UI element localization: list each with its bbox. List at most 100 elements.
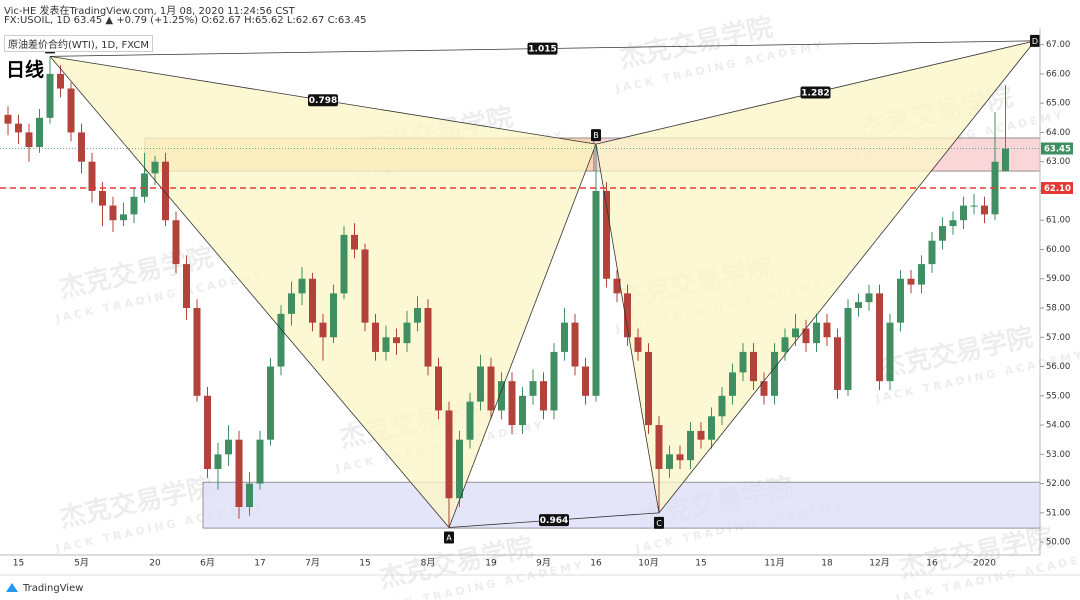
candle-body: [571, 322, 579, 367]
price-tag-label: 62.10: [1044, 184, 1071, 194]
candle-body: [645, 351, 652, 426]
candle-body: [424, 308, 432, 367]
candle-body: [949, 220, 957, 227]
price-tag: [1041, 142, 1073, 155]
y-tick-label: 60.00: [1046, 245, 1070, 255]
ratio-box: [308, 94, 338, 107]
candle-body: [340, 234, 348, 294]
y-tick-label: 64.00: [1046, 128, 1070, 138]
candle-body: [183, 264, 190, 309]
candle-body: [760, 381, 768, 396]
ratio-box: [800, 86, 831, 99]
candle-body: [781, 337, 789, 352]
candle-body: [582, 366, 589, 396]
candle-body: [561, 322, 568, 352]
x-tick-label: 16: [926, 559, 938, 569]
candle-body: [750, 351, 757, 382]
candle-body: [456, 439, 463, 499]
y-tick-label: 53.00: [1046, 450, 1070, 460]
candle-body: [414, 308, 421, 323]
candle-body: [529, 381, 537, 396]
candle-body: [592, 190, 600, 396]
candle-body: [603, 190, 610, 279]
candle-body: [256, 439, 264, 484]
candle-body: [78, 132, 85, 162]
candle-body: [708, 416, 715, 440]
ratio-label: 1.282: [801, 88, 829, 98]
candle-body: [666, 454, 673, 469]
candle-body: [309, 278, 316, 323]
ratio-label: 1.015: [528, 45, 556, 55]
brand: TradingView: [22, 583, 83, 594]
x-tick-label: 15: [13, 559, 24, 569]
brand-logo: [6, 583, 18, 592]
pattern-leg: [595, 144, 660, 513]
candle-body: [214, 454, 222, 469]
candle-body: [939, 226, 946, 241]
y-tick-label: 58.00: [1046, 304, 1070, 314]
candle-body: [319, 322, 327, 338]
candle-body: [676, 454, 684, 461]
candle-body: [88, 161, 96, 191]
candle-body: [15, 123, 22, 133]
pattern-leg: [658, 40, 1036, 514]
zone: [202, 481, 1041, 529]
candle-body: [445, 410, 453, 499]
header-line1: Vic-HE 发表在TradingView.com, 1月 08, 2020 1…: [4, 6, 295, 17]
candle-body: [382, 337, 390, 352]
candle-body: [844, 308, 852, 390]
candle-body: [477, 366, 484, 402]
candle-body: [288, 293, 295, 314]
x-tick-label: 11月: [764, 558, 784, 569]
candle-body: [960, 205, 967, 221]
x-tick-label: 10月: [638, 558, 658, 569]
candle-body: [267, 366, 274, 440]
candle-body: [120, 214, 127, 221]
y-tick-label: 54.00: [1046, 421, 1070, 431]
candle-body: [813, 322, 820, 344]
price-tag: [1041, 182, 1073, 195]
point-label: A: [446, 533, 452, 542]
y-tick-label: 63.00: [1046, 157, 1070, 167]
candle-body: [886, 322, 894, 382]
x-tick-label: 8月: [421, 558, 436, 569]
candle-body: [865, 293, 873, 303]
candle-body: [697, 430, 705, 440]
candle-body: [204, 395, 211, 469]
y-tick-label: 65.00: [1046, 99, 1070, 109]
candle-body: [351, 234, 358, 250]
price-tag-label: 63.45: [1044, 145, 1071, 155]
candle-body: [361, 249, 369, 323]
candle-body: [277, 313, 285, 367]
pattern-leg: [49, 56, 450, 528]
candle-body: [729, 372, 736, 396]
y-tick-label: 59.00: [1046, 274, 1070, 284]
point-label: D: [1032, 37, 1038, 46]
candle-body: [99, 190, 106, 206]
point-box: [1030, 34, 1040, 47]
candle-body: [907, 278, 915, 285]
candle-body: [519, 395, 526, 426]
pattern-triangle: [596, 40, 1035, 513]
candle-body: [4, 114, 12, 124]
candle-body: [487, 366, 495, 411]
x-tick-label: 17: [254, 559, 265, 569]
candle-body: [466, 401, 474, 440]
y-tick-label: 57.00: [1046, 333, 1070, 343]
candle-body: [225, 439, 232, 455]
ratio-box: [539, 514, 569, 527]
x-tick-label: 9月: [536, 558, 551, 569]
point-label: C: [656, 519, 662, 528]
candle-body: [655, 425, 663, 469]
candle-body: [834, 337, 841, 390]
candle-body: [823, 322, 831, 338]
pattern-leg: [448, 143, 597, 528]
y-tick-label: 67.00: [1046, 40, 1070, 50]
candle-body: [498, 381, 505, 411]
x-tick-label: 19: [485, 559, 497, 569]
candle-body: [928, 240, 936, 265]
candle-body: [540, 381, 547, 411]
